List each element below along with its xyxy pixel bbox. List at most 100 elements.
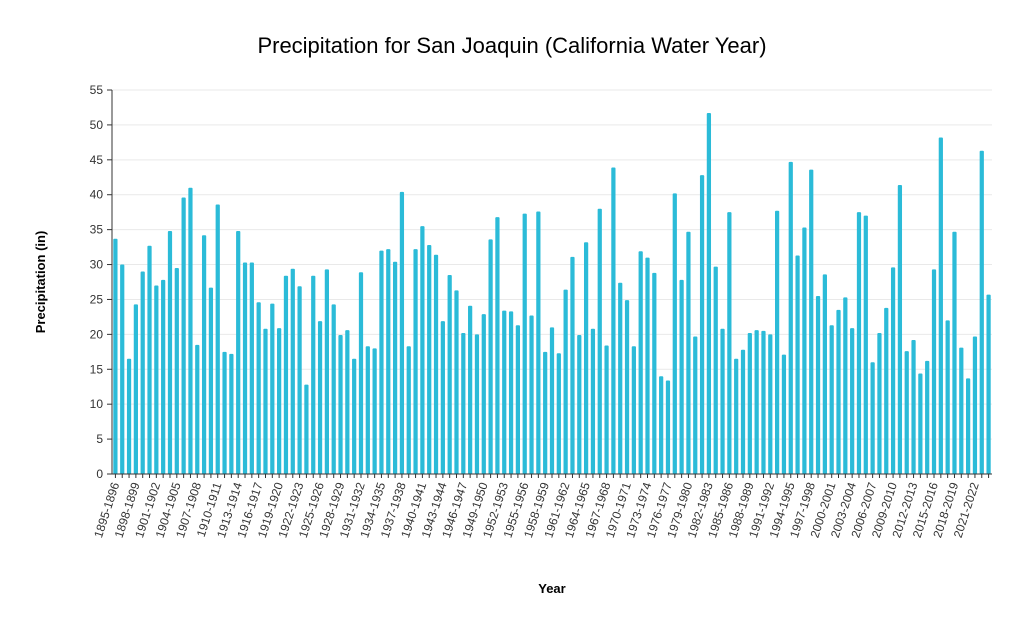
bar — [440, 321, 445, 474]
bar — [904, 351, 909, 474]
bar — [672, 193, 677, 474]
bar — [836, 309, 841, 474]
bar — [706, 113, 712, 474]
y-tick-label: 5 — [96, 432, 103, 446]
bar — [174, 268, 179, 474]
bar — [856, 212, 862, 474]
bar — [734, 358, 739, 474]
bar — [461, 332, 466, 474]
bar — [761, 330, 766, 474]
bar — [406, 346, 411, 474]
bar — [283, 275, 289, 474]
bar — [195, 344, 200, 474]
bar — [809, 169, 814, 475]
bar — [215, 204, 220, 474]
bar — [638, 251, 643, 474]
bar — [277, 328, 282, 474]
bar — [897, 184, 903, 474]
bar — [583, 242, 589, 474]
bar — [515, 325, 521, 474]
y-tick-label: 50 — [90, 118, 104, 132]
bar — [945, 320, 950, 474]
bar — [693, 336, 698, 474]
y-axis-title: Precipitation (in) — [33, 231, 48, 334]
bar — [624, 300, 630, 474]
bar — [549, 327, 555, 474]
bar — [167, 231, 173, 474]
bar — [754, 330, 759, 474]
bar — [659, 376, 664, 474]
bar — [829, 325, 834, 474]
bar — [481, 314, 486, 474]
bar — [618, 282, 623, 474]
bar — [120, 264, 125, 474]
bar — [645, 257, 650, 474]
bar — [181, 197, 186, 474]
bar — [563, 289, 568, 474]
bar — [304, 384, 309, 474]
chart-title: Precipitation for San Joaquin (Californi… — [257, 33, 767, 58]
x-tick-labels: 1895-18961898-18991901-19021904-19051907… — [91, 480, 982, 539]
bar — [201, 235, 207, 474]
bar — [740, 349, 746, 474]
bar — [522, 213, 527, 474]
bar — [236, 231, 241, 474]
bar — [365, 346, 370, 474]
bar — [768, 334, 773, 474]
bar — [427, 244, 432, 474]
bar — [890, 267, 896, 474]
bar — [815, 295, 821, 474]
bar — [788, 161, 793, 474]
bar — [133, 304, 138, 474]
bar — [877, 332, 882, 474]
y-tick-label: 30 — [90, 258, 104, 272]
bar — [372, 348, 377, 474]
bar — [386, 249, 391, 474]
bar — [665, 380, 671, 474]
bar — [154, 285, 159, 474]
bar — [577, 335, 582, 474]
bar — [884, 307, 889, 474]
y-tick-label: 20 — [90, 327, 104, 341]
bar — [863, 215, 868, 474]
y-tick-label: 40 — [90, 188, 104, 202]
bar — [358, 272, 364, 474]
bar — [413, 249, 418, 474]
bar — [270, 303, 275, 474]
bar — [870, 362, 875, 474]
bar — [229, 353, 234, 474]
y-tick-label: 10 — [90, 397, 104, 411]
bar — [311, 275, 316, 474]
bar — [972, 336, 978, 474]
axes — [111, 90, 992, 478]
bar — [263, 328, 268, 474]
bar — [590, 328, 596, 474]
bar — [611, 167, 616, 475]
bar — [795, 255, 800, 474]
bar — [686, 231, 691, 474]
bar — [345, 330, 350, 474]
bar — [488, 239, 493, 474]
bar — [556, 353, 561, 474]
bar — [699, 175, 705, 475]
bar — [775, 210, 780, 474]
bar — [918, 373, 923, 474]
x-axis-title: Year — [538, 581, 565, 596]
y-tick-label: 35 — [90, 223, 104, 237]
bar — [147, 245, 152, 474]
bar — [290, 268, 295, 474]
bar — [781, 354, 787, 474]
y-tick-label: 15 — [90, 362, 104, 376]
bar — [631, 346, 636, 474]
bar — [959, 347, 964, 474]
bar — [392, 261, 398, 474]
bar — [113, 238, 118, 474]
bar — [952, 231, 957, 474]
bar — [454, 290, 459, 474]
bar — [256, 302, 261, 474]
bar — [447, 275, 452, 474]
bar — [495, 217, 500, 474]
bar — [604, 345, 609, 474]
bar — [911, 339, 916, 474]
